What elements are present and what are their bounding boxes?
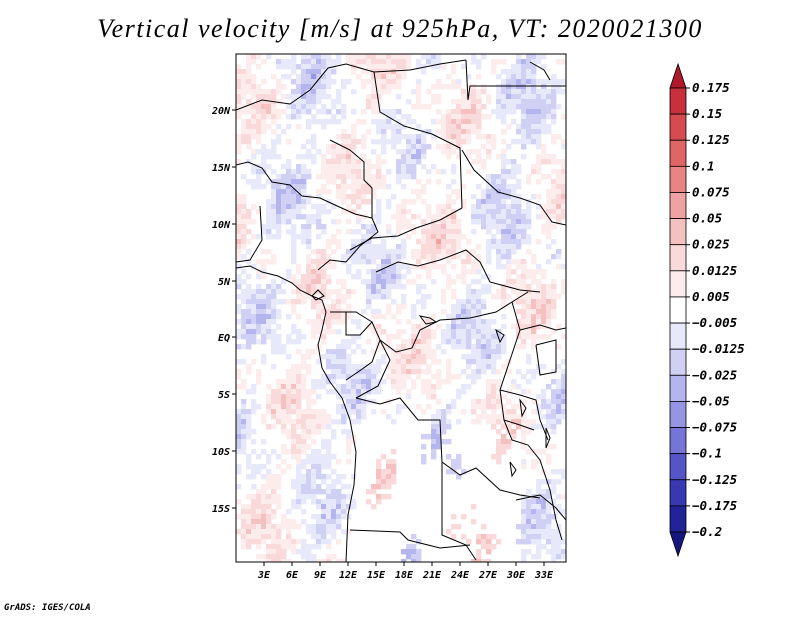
colorbar: 0.175 0.15 0.125 0.1 0.075 0.05 0.025 0.0125 0.0…: [669, 62, 745, 558]
lat-label-20n: 20N: [211, 106, 231, 117]
lat-label-15s: 15S: [212, 504, 230, 515]
map-plot-area: [235, 53, 567, 563]
colorbar-label: −0.005: [692, 315, 738, 330]
colorbar-label: −0.125: [692, 472, 738, 487]
colorbar-label: 0.05: [692, 211, 723, 226]
colorbar-label: −0.2: [692, 524, 722, 539]
lon-label-21e: 21E: [422, 570, 442, 581]
colorbar-swatch: [669, 244, 687, 272]
colorbar-swatch: [669, 192, 687, 219]
colorbar-label: 0.125: [692, 132, 730, 147]
colorbar-label: 0.1: [692, 158, 715, 173]
colorbar-label: 0.0125: [692, 263, 738, 278]
lon-axis: 3E 6E 9E 12E 15E 18E 21E 24E 27E 30E 33E: [257, 562, 554, 581]
lat-label-5s: 5S: [218, 390, 230, 401]
colorbar-label: −0.075: [692, 420, 738, 435]
lat-axis: 20N 15N 10N 5N EQ 5S 10S 15S: [211, 106, 236, 515]
lon-label-12e: 12E: [339, 570, 358, 581]
colorbar-swatch: [669, 348, 687, 376]
colorbar-label: 0.005: [692, 289, 730, 304]
colorbar-swatch: [669, 453, 687, 481]
map-title: Vertical velocity [m/s] at 925hPa, VT: 2…: [97, 14, 703, 43]
colorbar-label: −0.05: [692, 393, 730, 408]
colorbar-swatch: [669, 296, 687, 324]
colorbar-swatch: [669, 270, 687, 298]
colorbar-swatch: [669, 374, 687, 402]
colorbar-bottom-triangle: [669, 531, 687, 558]
colorbar-swatch: [669, 479, 687, 507]
colorbar-label: −0.1: [692, 446, 722, 461]
colorbar-swatch: [669, 427, 687, 455]
lon-label-15e: 15E: [367, 570, 386, 581]
lon-label-33e: 33E: [534, 570, 554, 581]
colorbar-swatch: [669, 505, 687, 533]
lat-label-15n: 15N: [212, 163, 231, 174]
colorbar-swatch: [669, 87, 687, 115]
lon-label-3e: 3E: [257, 570, 271, 581]
lon-label-9e: 9E: [314, 570, 327, 581]
lat-label-eq: EQ: [218, 333, 230, 344]
colorbar-label: 0.15: [692, 106, 723, 121]
colorbar-swatch: [669, 165, 687, 193]
colorbar-label: 0.025: [692, 237, 730, 252]
colorbar-swatch: [669, 322, 687, 350]
lon-label-24e: 24E: [450, 570, 470, 581]
lat-label-10s: 10S: [212, 447, 230, 458]
country-borders: [236, 59, 566, 562]
colorbar-top-triangle: [669, 62, 687, 89]
colorbar-label: −0.025: [692, 367, 738, 382]
lon-label-30e: 30E: [506, 570, 526, 581]
velocity-field: [236, 54, 566, 562]
lon-label-6e: 6E: [286, 570, 299, 581]
colorbar-label: 0.075: [692, 184, 730, 199]
lat-label-10n: 10N: [212, 220, 231, 231]
lon-label-18e: 18E: [395, 570, 414, 581]
lon-label-27e: 27E: [478, 570, 498, 581]
colorbar-label: 0.175: [692, 80, 730, 95]
lat-label-5n: 5N: [218, 277, 231, 288]
colorbar-swatch: [669, 139, 687, 167]
grads-credit: GrADS: IGES/COLA: [4, 603, 91, 613]
colorbar-label: −0.175: [692, 498, 738, 513]
colorbar-swatch: [669, 401, 687, 428]
colorbar-label: −0.0125: [692, 341, 745, 356]
colorbar-swatch: [669, 113, 687, 141]
map-frame: [235, 53, 567, 563]
colorbar-swatch: [669, 218, 687, 246]
velocity-field-cells: [236, 54, 566, 562]
